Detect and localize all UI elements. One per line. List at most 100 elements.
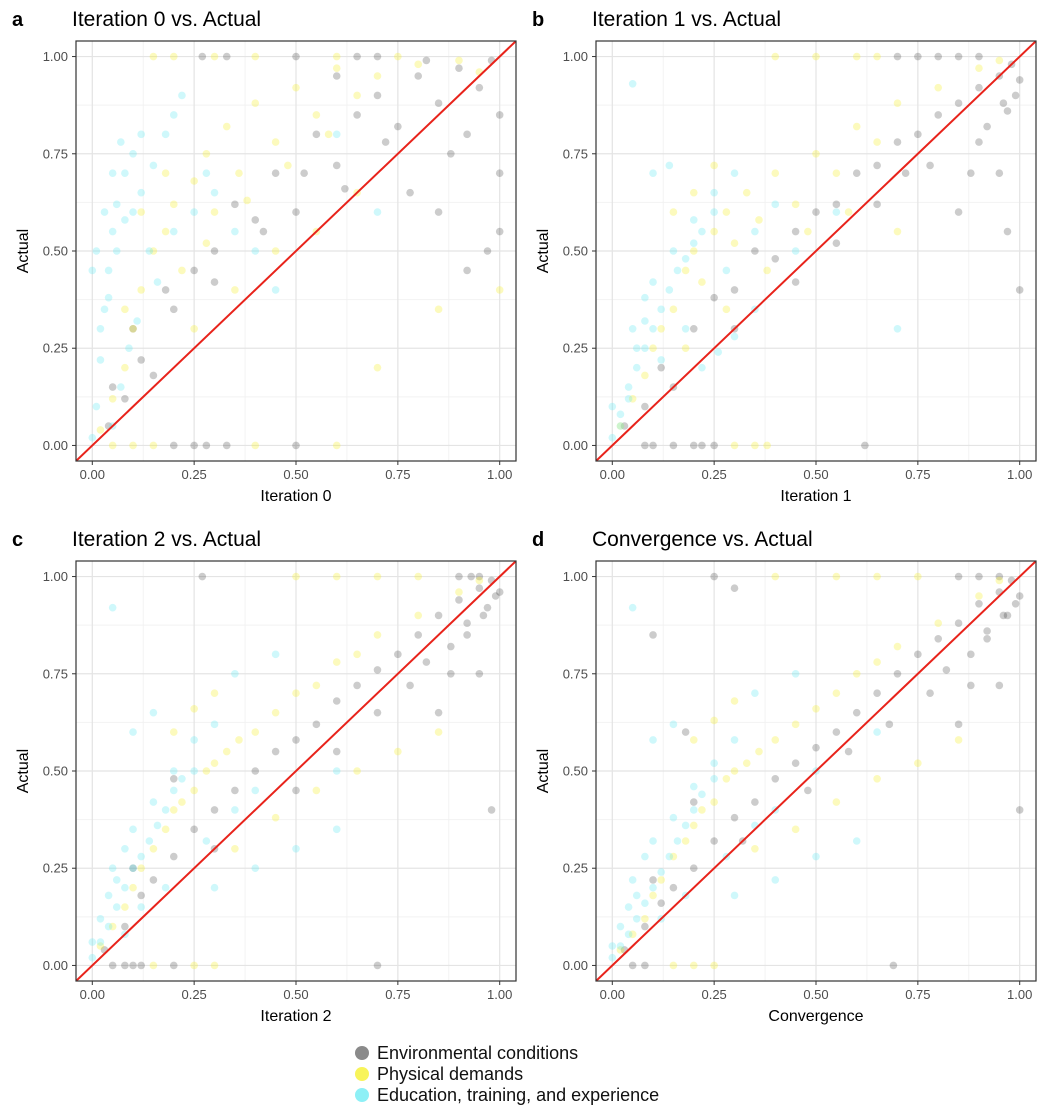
data-point: [1015, 286, 1024, 294]
data-point: [447, 149, 455, 158]
data-point: [137, 891, 145, 900]
data-point: [129, 864, 137, 873]
data-point: [999, 611, 1008, 620]
data-point: [96, 356, 105, 364]
legend-swatch-physical: [355, 1066, 369, 1081]
data-point: [149, 798, 158, 806]
data-point: [434, 305, 443, 314]
data-point: [153, 821, 162, 830]
data-point: [271, 650, 280, 659]
panel-letter: a: [12, 9, 24, 31]
data-point: [873, 138, 881, 146]
data-point: [954, 619, 963, 628]
data-point: [353, 681, 361, 690]
data-point: [292, 441, 300, 450]
x-tick-label: 0.50: [803, 467, 828, 482]
data-point: [641, 371, 649, 380]
data-point: [914, 572, 922, 581]
data-point: [414, 611, 423, 620]
data-point: [995, 56, 1004, 65]
x-tick-label: 0.75: [385, 467, 410, 482]
data-point: [332, 72, 341, 80]
data-point: [954, 208, 963, 216]
data-point: [641, 402, 649, 411]
series-0: [100, 572, 504, 970]
data-point: [812, 704, 820, 713]
data-point: [463, 130, 471, 139]
data-point: [332, 767, 341, 775]
data-point: [190, 266, 198, 275]
series-1: [96, 572, 484, 970]
data-point: [649, 876, 657, 884]
data-point: [1011, 91, 1020, 100]
data-point: [669, 305, 678, 314]
data-point: [495, 286, 504, 294]
data-point: [934, 111, 943, 119]
data-point: [145, 247, 154, 255]
data-point: [722, 266, 731, 275]
x-tick-label: 0.50: [283, 987, 308, 1002]
data-point: [975, 592, 983, 600]
data-point: [641, 922, 649, 931]
data-point: [96, 942, 105, 950]
data-point: [161, 169, 170, 178]
x-tick-label: 0.25: [181, 987, 206, 1002]
data-point: [231, 806, 239, 814]
reference-line: [596, 561, 1036, 981]
data-point: [149, 52, 158, 61]
data-point: [222, 747, 231, 756]
data-point: [149, 247, 158, 255]
data-point: [210, 208, 219, 216]
data-point: [689, 782, 698, 791]
data-point: [394, 747, 402, 756]
data-point: [926, 689, 934, 698]
data-point: [210, 961, 219, 970]
y-tick-label: 0.75: [43, 146, 68, 161]
data-point: [292, 83, 300, 92]
data-point: [129, 728, 137, 736]
data-point: [210, 806, 219, 814]
data-point: [1003, 611, 1012, 620]
data-point: [475, 572, 484, 581]
data-point: [934, 52, 943, 61]
data-point: [149, 961, 158, 970]
data-point: [751, 844, 759, 853]
data-point: [641, 344, 649, 353]
data-point: [121, 961, 129, 970]
data-point: [434, 611, 443, 620]
data-point: [121, 883, 129, 892]
data-point: [475, 584, 484, 593]
data-point: [251, 864, 260, 873]
y-tick-label: 0.25: [563, 341, 588, 356]
data-point: [710, 961, 718, 970]
y-tick-label: 0.25: [43, 341, 68, 356]
data-point: [104, 266, 113, 275]
data-point: [832, 208, 841, 216]
legend-label-physical: Physical demands: [377, 1063, 524, 1084]
data-point: [934, 619, 943, 628]
points: [608, 572, 1024, 970]
data-point: [373, 52, 382, 61]
data-point: [934, 634, 943, 643]
data-point: [149, 708, 158, 717]
data-point: [967, 169, 975, 178]
data-point: [954, 52, 963, 61]
data-point: [190, 704, 198, 713]
data-point: [995, 681, 1004, 690]
data-point: [422, 56, 431, 65]
data-point: [108, 961, 117, 970]
x-tick-label: 0.25: [181, 467, 206, 482]
data-point: [332, 658, 341, 666]
data-point: [121, 844, 129, 853]
data-point: [1015, 806, 1024, 814]
data-point: [722, 208, 731, 216]
data-point: [624, 903, 633, 911]
data-point: [698, 441, 706, 450]
data-point: [394, 52, 402, 61]
y-tick-label: 0.00: [563, 958, 588, 973]
data-point: [292, 572, 300, 581]
chart-title: Iteration 0 vs. Actual: [72, 8, 261, 31]
points: [88, 52, 504, 450]
data-point: [669, 883, 678, 892]
